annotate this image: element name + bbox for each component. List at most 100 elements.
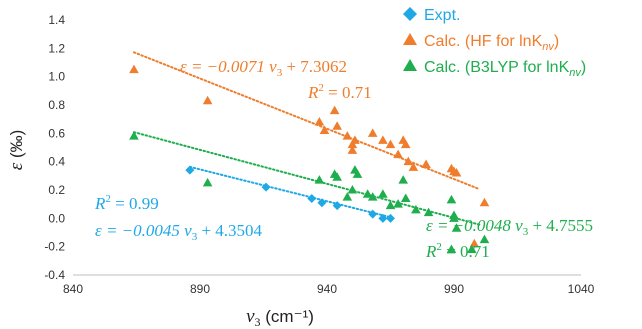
data-point-hf — [421, 159, 431, 168]
equation-expt-sub: 3 — [192, 231, 198, 243]
data-point-hf — [367, 128, 378, 137]
data-point-b3lyp — [423, 207, 434, 217]
y-tick-label: 1.0 — [48, 70, 65, 84]
y-tick-label: -0.4 — [44, 268, 65, 282]
equation-hf-sub: 3 — [277, 67, 283, 79]
x-tick-label: 840 — [63, 282, 83, 296]
x-axis-symbol: ν — [246, 306, 255, 327]
data-point-expt — [332, 201, 342, 211]
plot-area: -0.4 -0.2 0.0 0.2 0.4 0.6 0.8 1.0 1.2 1.4 840 890 9… — [44, 13, 594, 296]
data-point-b3lyp — [314, 175, 325, 184]
data-point-hf — [451, 168, 462, 177]
legend-label-hf-sub: nv — [542, 41, 555, 53]
annotation-hf: ε = −0.0071 ν3 + 7.3062 R2 = 0.71 — [180, 57, 372, 102]
data-point-hf — [378, 135, 388, 144]
annotation-expt: R2 = 0.99 ε = −0.0045 ν3 + 4.3504 — [94, 193, 263, 243]
r2-expt-post: = 0.99 — [111, 194, 159, 213]
data-point-hf — [393, 149, 403, 159]
legend-label-b3lyp-main: Calc. (B3LYP for lnK — [424, 59, 570, 76]
data-point-b3lyp — [479, 234, 490, 244]
data-point-hf — [403, 156, 414, 166]
data-points — [129, 64, 490, 253]
data-point-b3lyp — [362, 189, 373, 198]
x-tick-label: 890 — [190, 282, 210, 296]
data-point-hf — [314, 117, 325, 126]
legend-label-b3lyp-end: ) — [581, 59, 586, 76]
data-point-b3lyp — [449, 213, 459, 222]
r2-b3lyp: R2 = 0.71 — [425, 241, 490, 261]
legend-label-b3lyp: Calc. (B3LYP for lnKnv) — [424, 59, 586, 79]
r2-expt-pre: R — [94, 194, 106, 213]
y-tick-label: 0.6 — [48, 126, 65, 140]
data-point-hf — [408, 162, 419, 171]
y-tick-label: -0.2 — [44, 240, 65, 254]
y-axis-unit: (‰) — [7, 130, 26, 163]
y-tick-label: 0.8 — [48, 98, 65, 112]
equation-hf: ε = −0.0071 ν3 + 7.3062 — [180, 57, 347, 79]
equation-expt-var: ν — [184, 221, 192, 240]
x-tick-label: 1040 — [568, 282, 595, 296]
data-point-hf — [350, 135, 360, 144]
data-point-b3lyp — [202, 177, 213, 187]
legend-label-hf-end: ) — [554, 33, 559, 50]
legend: Expt. Calc. (HF for lnKnv) Calc. (B3LYP … — [403, 7, 586, 79]
equation-hf-pre: ε = −0.0071 — [180, 57, 269, 76]
equation-hf-var: ν — [269, 57, 277, 76]
y-tick-label: 1.4 — [48, 13, 65, 27]
data-point-b3lyp — [398, 175, 408, 184]
legend-label-b3lyp-sub: nv — [569, 67, 582, 79]
data-point-b3lyp — [367, 192, 378, 201]
x-axis-ticks: 840 890 940 990 1040 — [63, 282, 595, 296]
data-point-expt — [378, 213, 388, 223]
legend-marker-hf — [403, 33, 417, 45]
data-point-hf — [400, 139, 411, 149]
legend-marker-expt — [403, 7, 417, 21]
r2-b3lyp-pre: R — [425, 242, 437, 261]
x-axis-subscript: 3 — [255, 315, 261, 329]
annotation-b3lyp: ε = −0.0048 ν3 + 4.7555 R2 = 0.71 — [425, 216, 593, 261]
equation-b3lyp-post: + 4.7555 — [528, 216, 593, 235]
data-point-b3lyp — [400, 193, 411, 202]
equation-b3lyp-var: ν — [515, 216, 523, 235]
data-point-hf — [347, 145, 358, 154]
trendlines — [132, 51, 481, 226]
x-tick-label: 940 — [317, 282, 337, 296]
data-point-expt — [307, 194, 317, 203]
data-point-hf — [332, 121, 342, 130]
data-point-hf — [479, 197, 490, 207]
legend-label-hf-main: Calc. (HF for lnK — [424, 33, 543, 50]
r2-hf-post: = 0.71 — [324, 83, 372, 102]
trendline-expt — [188, 165, 392, 219]
data-point-expt — [317, 198, 327, 208]
data-point-expt — [185, 165, 195, 175]
y-tick-label: 1.2 — [48, 41, 65, 55]
data-point-b3lyp — [332, 172, 342, 181]
x-tick-label: 990 — [444, 282, 464, 296]
equation-hf-post: + 7.3062 — [282, 57, 347, 76]
r2-expt-sup: 2 — [105, 193, 111, 205]
data-point-b3lyp — [446, 194, 457, 204]
r2-hf-sup: 2 — [318, 82, 324, 94]
data-point-b3lyp — [411, 204, 421, 214]
equation-expt-post: + 4.3504 — [197, 221, 262, 240]
data-point-b3lyp — [466, 244, 477, 253]
y-tick-label: 0.4 — [48, 155, 65, 169]
data-point-b3lyp — [342, 192, 353, 201]
data-point-b3lyp — [352, 169, 363, 178]
equation-b3lyp: ε = −0.0048 ν3 + 4.7555 — [426, 216, 593, 238]
data-point-b3lyp — [347, 185, 358, 194]
data-point-hf — [329, 105, 340, 115]
data-point-expt — [368, 209, 378, 219]
y-axis-ticks: -0.4 -0.2 0.0 0.2 0.4 0.6 0.8 1.0 1.2 1.4 — [44, 13, 65, 282]
y-axis-symbol: ε — [6, 162, 27, 170]
data-point-b3lyp — [378, 189, 388, 198]
data-point-b3lyp — [451, 223, 462, 232]
data-point-b3lyp — [385, 200, 396, 210]
trendline-hf — [132, 51, 481, 191]
data-point-expt — [261, 182, 271, 192]
equation-expt: ε = −0.0045 ν3 + 4.3504 — [95, 221, 263, 243]
r2-expt: R2 = 0.99 — [94, 193, 159, 213]
x-axis-title: ν3 (cm⁻¹) — [246, 306, 314, 329]
equation-expt-pre: ε = −0.0045 — [95, 221, 184, 240]
